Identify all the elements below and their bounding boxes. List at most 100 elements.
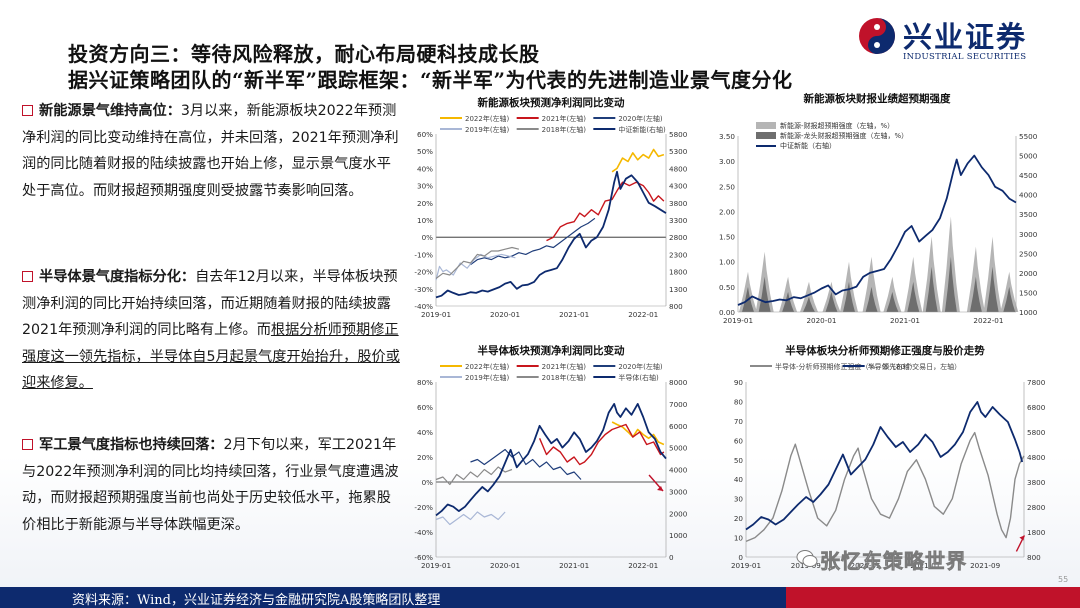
x-tick: 2021-01 [910, 561, 940, 570]
y-tick-left: 3.50 [719, 132, 735, 141]
y-tick-right: 6800 [1027, 403, 1046, 412]
series-line [435, 511, 506, 526]
legend-label: 2018年(左轴) [542, 373, 587, 382]
y-tick-right: 2000 [1019, 269, 1038, 278]
y-tick-left: -20% [414, 503, 433, 512]
chart-title: 半导体板块分析师预期修正强度与股价走势 [785, 344, 985, 357]
y-tick-right: 1000 [669, 531, 688, 540]
y-tick-left: 1.00 [719, 258, 735, 267]
y-tick-right: 3500 [1019, 210, 1038, 219]
square-bullet-icon [22, 271, 33, 282]
x-tick: 2021-01 [559, 561, 589, 570]
y-tick-right: 2500 [1019, 249, 1038, 258]
y-tick-left: 60 [734, 436, 744, 445]
legend-swatch [756, 132, 776, 139]
y-tick-right: 2800 [1027, 503, 1046, 512]
legend-label: 半导体-分析师预期修正强度（%，领先80个交易日，左轴） [775, 362, 961, 371]
paragraph-lead: 军工景气度指标也持续回落： [39, 437, 224, 453]
y-tick-right: 3800 [1027, 478, 1046, 487]
series-line [435, 466, 513, 486]
y-tick-left: 0% [422, 478, 434, 487]
y-tick-right: 1300 [669, 285, 688, 294]
y-tick-left: 60% [417, 403, 433, 412]
series-line [538, 423, 665, 466]
y-tick-right: 4800 [669, 164, 688, 173]
legend-label: 2018年(左轴) [542, 125, 587, 134]
y-tick-right: 5800 [669, 130, 688, 139]
series-line [737, 154, 1017, 306]
y-tick-left: 50 [734, 456, 744, 465]
series-line [611, 148, 665, 173]
y-tick-left: -10% [414, 250, 433, 259]
y-tick-left: -40% [414, 528, 433, 537]
y-tick-right: 8000 [669, 378, 688, 387]
y-tick-right: 7800 [1027, 378, 1046, 387]
x-tick: 2021-09 [970, 561, 1000, 570]
legend-swatch [756, 122, 776, 129]
legend-label: 中证新能（右轴） [780, 141, 836, 150]
x-tick: 2020-01 [490, 310, 520, 319]
y-tick-left: 0.00 [719, 308, 735, 317]
chart-semiconductor-revision-vs-price: 半导体板块分析师预期修正强度与股价走势半导体-分析师预期修正强度（%，领先80个… [716, 340, 1066, 575]
y-tick-right: 4300 [669, 182, 688, 191]
chart-svg: 新能源板块预测净利润同比变动 2022年(左轴) 2021年(左轴) 2020年(左轴… [414, 96, 688, 319]
y-tick-right: 3000 [669, 487, 688, 496]
x-tick: 2020-05 [851, 561, 881, 570]
chart-legend: 2022年(左轴) 2021年(左轴) 2020年(左轴) 2019年(左轴) 2018… [440, 114, 666, 134]
x-tick: 2021-01 [890, 316, 920, 325]
series-line [546, 181, 665, 242]
x-tick: 2020-01 [490, 561, 520, 570]
series-line [435, 170, 667, 299]
y-tick-left: 1.50 [719, 233, 735, 242]
y-tick-right: 1000 [1019, 308, 1038, 317]
y-tick-right: 4500 [1019, 171, 1038, 180]
y-tick-left: 30 [734, 495, 744, 504]
y-tick-left: 40 [734, 475, 744, 484]
paragraph-text: 2月下旬以来，军工2021年与2022年预测净利润的同比均持续回落，行业景气度遭… [22, 437, 399, 533]
legend-label: 2021年(左轴) [542, 114, 587, 123]
y-tick-left: -60% [414, 553, 433, 562]
slide-subtitle: 据兴证策略团队的“新半军”跟踪框架：“新半军”为代表的先进制造业景气度分化 [68, 68, 793, 92]
x-tick: 2019-01 [731, 561, 761, 570]
paragraph-military: 军工景气度指标也持续回落：2月下旬以来，军工2021年与2022年预测净利润的同… [22, 432, 400, 538]
y-tick-right: 5500 [1019, 132, 1038, 141]
y-tick-right: 7000 [669, 400, 688, 409]
logo-english-name: INDUSTRIAL SECURITIES [903, 52, 1027, 62]
y-tick-left: 3.00 [719, 157, 735, 166]
y-tick-right: 2000 [669, 509, 688, 518]
legend-label: 2020年(左轴) [618, 362, 663, 371]
y-tick-right: 5000 [669, 444, 688, 453]
legend-label: 新能源-龙头财报超预期强度（左轴，%） [780, 131, 908, 140]
area-leader-surprise [738, 256, 1016, 312]
y-tick-right: 0 [669, 553, 674, 562]
legend-label: 2019年(左轴) [465, 125, 510, 134]
paragraph-text: 3月以来，新能源板块2022年预测净利润的同比变动维持在高位，并未回落，2021… [22, 103, 399, 199]
y-tick-right: 1800 [1027, 528, 1046, 537]
series-line [435, 403, 667, 517]
y-tick-right: 3000 [1019, 230, 1038, 239]
chart-legend: 2022年(左轴) 2021年(左轴) 2020年(左轴) 2019年(左轴) 2018… [440, 362, 663, 382]
chart-title: 新能源板块财报业绩超预期强度 [804, 92, 951, 105]
y-tick-left: 10% [417, 216, 433, 225]
y-tick-right: 5000 [1019, 152, 1038, 161]
paragraph-text-underlined: 根据分析师预期修正强度这一领先指标，半导体自5月起景气度开始抬升，股价或迎来修复… [22, 322, 400, 391]
y-tick-left: 40% [417, 164, 433, 173]
y-tick-left: 0% [422, 233, 434, 242]
x-tick: 2022-01 [628, 310, 658, 319]
x-tick: 2019-01 [723, 316, 753, 325]
legend-label: 中证新能(右轴) [618, 125, 666, 134]
y-tick-left: 20% [417, 453, 433, 462]
y-tick-left: 2.50 [719, 182, 735, 191]
x-tick: 2022-01 [973, 316, 1003, 325]
series-line [470, 448, 582, 480]
y-tick-right: 3300 [669, 216, 688, 225]
y-tick-left: -30% [414, 285, 433, 294]
y-tick-left: 0 [738, 553, 743, 562]
x-tick: 2019-01 [421, 310, 451, 319]
red-arrowhead-icon [657, 486, 664, 491]
series-line [745, 401, 1024, 531]
chart-semiconductor-profit-yoy: 半导体板块预测净利润同比变动 2022年(左轴) 2021年(左轴) 2020年(左轴… [404, 340, 704, 575]
y-tick-left: 30% [417, 182, 433, 191]
y-tick-left: -40% [414, 302, 433, 311]
